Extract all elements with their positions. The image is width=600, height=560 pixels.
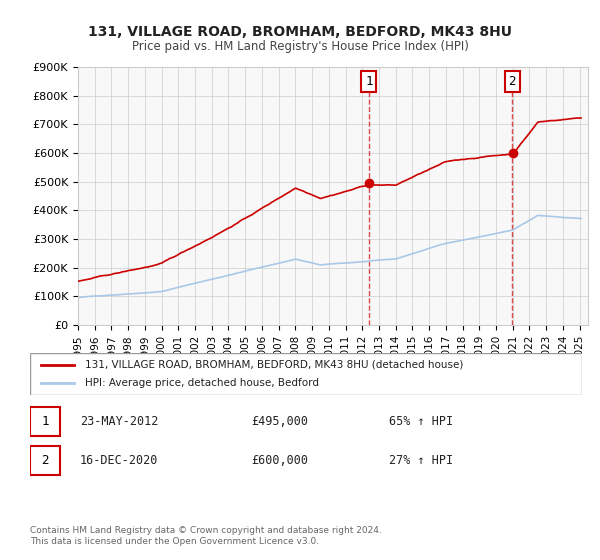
Text: 16-DEC-2020: 16-DEC-2020 xyxy=(80,454,158,467)
FancyBboxPatch shape xyxy=(30,407,61,436)
Text: Contains HM Land Registry data © Crown copyright and database right 2024.
This d: Contains HM Land Registry data © Crown c… xyxy=(30,526,382,546)
FancyBboxPatch shape xyxy=(30,446,61,475)
FancyBboxPatch shape xyxy=(30,353,582,395)
Text: 2: 2 xyxy=(41,454,49,467)
Text: 2: 2 xyxy=(508,75,516,88)
Text: 1: 1 xyxy=(365,75,373,88)
Text: £495,000: £495,000 xyxy=(251,415,308,428)
Text: 131, VILLAGE ROAD, BROMHAM, BEDFORD, MK43 8HU: 131, VILLAGE ROAD, BROMHAM, BEDFORD, MK4… xyxy=(88,25,512,39)
Text: 65% ↑ HPI: 65% ↑ HPI xyxy=(389,415,453,428)
Text: 23-MAY-2012: 23-MAY-2012 xyxy=(80,415,158,428)
Text: 27% ↑ HPI: 27% ↑ HPI xyxy=(389,454,453,467)
Text: HPI: Average price, detached house, Bedford: HPI: Average price, detached house, Bedf… xyxy=(85,378,319,388)
Text: 131, VILLAGE ROAD, BROMHAM, BEDFORD, MK43 8HU (detached house): 131, VILLAGE ROAD, BROMHAM, BEDFORD, MK4… xyxy=(85,360,464,370)
Text: 1: 1 xyxy=(41,415,49,428)
Text: £600,000: £600,000 xyxy=(251,454,308,467)
Text: Price paid vs. HM Land Registry's House Price Index (HPI): Price paid vs. HM Land Registry's House … xyxy=(131,40,469,53)
